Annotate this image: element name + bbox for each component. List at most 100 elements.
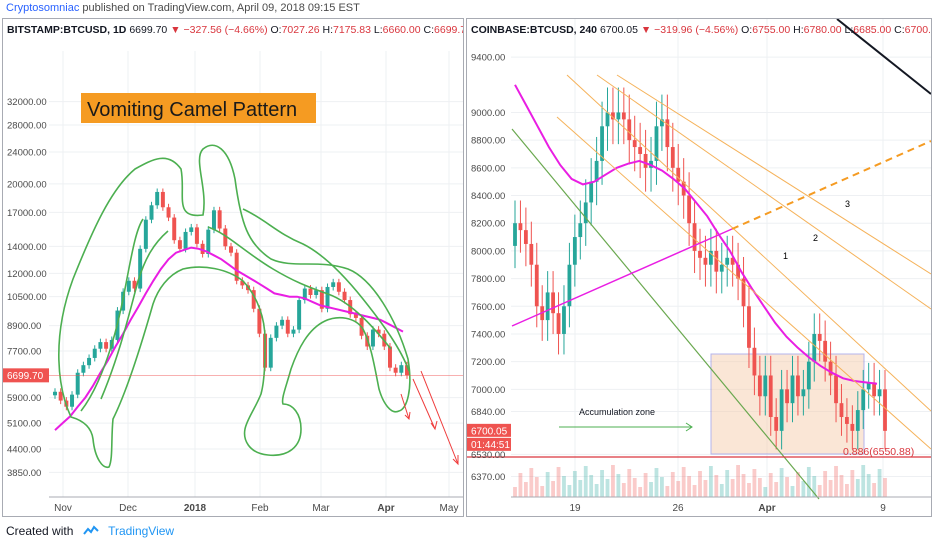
candle-body	[302, 288, 307, 301]
volume-bar	[534, 477, 539, 497]
orange-line-4	[556, 116, 931, 450]
candle-body	[763, 375, 768, 397]
candle-body	[703, 257, 708, 265]
candle-body	[399, 365, 404, 373]
right-chart-panel[interactable]: COINBASE:BTCUSD, 240 6700.05 ▼ −319.96 (…	[466, 18, 932, 517]
volume-bar	[796, 472, 800, 497]
volume-bar	[605, 479, 610, 497]
right-low: 6685.00	[853, 24, 892, 36]
right-volume-bars	[513, 465, 887, 497]
volume-bar	[643, 473, 648, 497]
volume-bar	[567, 485, 572, 497]
y-tick-label: 12000.00	[7, 269, 47, 280]
candle-body	[665, 119, 670, 148]
y-tick-label: 8400.00	[471, 191, 505, 202]
candle-body	[806, 361, 811, 390]
volume-bar	[861, 465, 866, 497]
left-grid	[49, 51, 463, 497]
left-chart-panel[interactable]: BITSTAMP:BTCUSD, 1D 6699.70 ▼ −327.56 (−…	[2, 18, 464, 517]
candle-body	[200, 243, 205, 254]
footer-created: Created with	[6, 524, 74, 538]
y-tick-label: 20000.00	[7, 179, 47, 190]
y-tick-label: 17000.00	[7, 208, 47, 219]
candle-body	[331, 282, 336, 287]
candle-body	[719, 264, 724, 272]
candle-body	[513, 223, 517, 246]
volume-bar	[812, 476, 817, 497]
right-chart-svg[interactable]: 1 2 3 Accumulation zone 0.886(6550.88) 9…	[467, 19, 931, 516]
volume-bar	[670, 472, 675, 497]
candle-body	[234, 252, 239, 281]
candle-body	[280, 319, 285, 326]
left-low: 6660.00	[382, 24, 421, 36]
volume-bar	[616, 474, 621, 497]
volume-bar	[763, 487, 768, 497]
y-tick-label: 6370.00	[471, 472, 505, 483]
volume-bar	[757, 478, 762, 497]
candle-body	[845, 417, 849, 424]
left-price-label-text: 6699.70	[7, 371, 44, 382]
candle-body	[534, 264, 539, 307]
x-tick-label: Apr	[758, 503, 775, 514]
candle-body	[308, 288, 313, 296]
volume-bar	[583, 466, 588, 497]
candle-body	[600, 126, 604, 161]
candle-body	[370, 329, 375, 347]
candle-body	[660, 119, 664, 127]
candle-body	[562, 306, 566, 334]
right-candles	[513, 87, 887, 450]
candle-body	[768, 375, 773, 418]
volume-bar	[877, 469, 882, 497]
candle-body	[741, 278, 746, 307]
candle-body	[779, 389, 784, 431]
camel-inner-right-2	[207, 226, 392, 350]
volume-bar	[621, 483, 626, 497]
candle-body	[342, 291, 347, 301]
volume-bar	[774, 482, 779, 497]
fib-label: 0.886(6550.88)	[843, 446, 914, 458]
y-tick-label: 4400.00	[7, 444, 41, 455]
volume-bar	[638, 487, 643, 497]
candle-body	[291, 329, 296, 334]
candle-body	[801, 389, 806, 397]
volume-bar	[768, 473, 773, 497]
publish-info: published on TradingView.com, April 09, …	[79, 2, 360, 14]
camel-inner-left-2	[100, 230, 169, 400]
volume-bar	[594, 484, 599, 497]
volume-bar	[855, 479, 860, 497]
author-link[interactable]: Cryptosomniac	[6, 2, 80, 14]
candle-body	[611, 112, 615, 120]
candle-body	[866, 382, 871, 390]
volume-bar	[752, 469, 757, 497]
volume-bar	[708, 466, 713, 497]
x-tick-label: 26	[672, 503, 684, 514]
candle-body	[572, 237, 577, 265]
pattern-title-box: Vomiting Camel Pattern	[81, 93, 316, 123]
candle-body	[670, 147, 675, 168]
y-tick-label: 7700.00	[7, 346, 41, 357]
y-tick-label: 6840.00	[471, 407, 505, 418]
candle-body	[654, 126, 659, 161]
candle-body	[774, 417, 779, 431]
volume-bar	[654, 468, 659, 497]
left-chart-svg[interactable]: 32000.00 28000.00 24000.00 20000.00 17000.00…	[3, 19, 463, 516]
volume-bar	[741, 474, 746, 497]
volume-bar	[660, 477, 664, 497]
footer-brand[interactable]: TradingView	[108, 524, 175, 538]
candle-body	[556, 313, 561, 334]
right-price-label-text: 6700.05	[471, 426, 508, 437]
candle-body	[81, 365, 86, 373]
candle-body	[736, 264, 740, 279]
candle-body	[319, 290, 324, 309]
candle-body	[638, 147, 643, 154]
candle-body	[314, 290, 319, 296]
volume-bar	[714, 475, 719, 497]
candle-body	[708, 250, 713, 265]
green-trend-line	[511, 128, 820, 500]
volume-bar	[551, 481, 555, 497]
candle-body	[138, 248, 143, 289]
y-tick-label: 14000.00	[7, 242, 47, 253]
candle-body	[177, 240, 182, 249]
tradingview-logo-icon	[82, 525, 99, 535]
volume-bar	[725, 470, 730, 497]
